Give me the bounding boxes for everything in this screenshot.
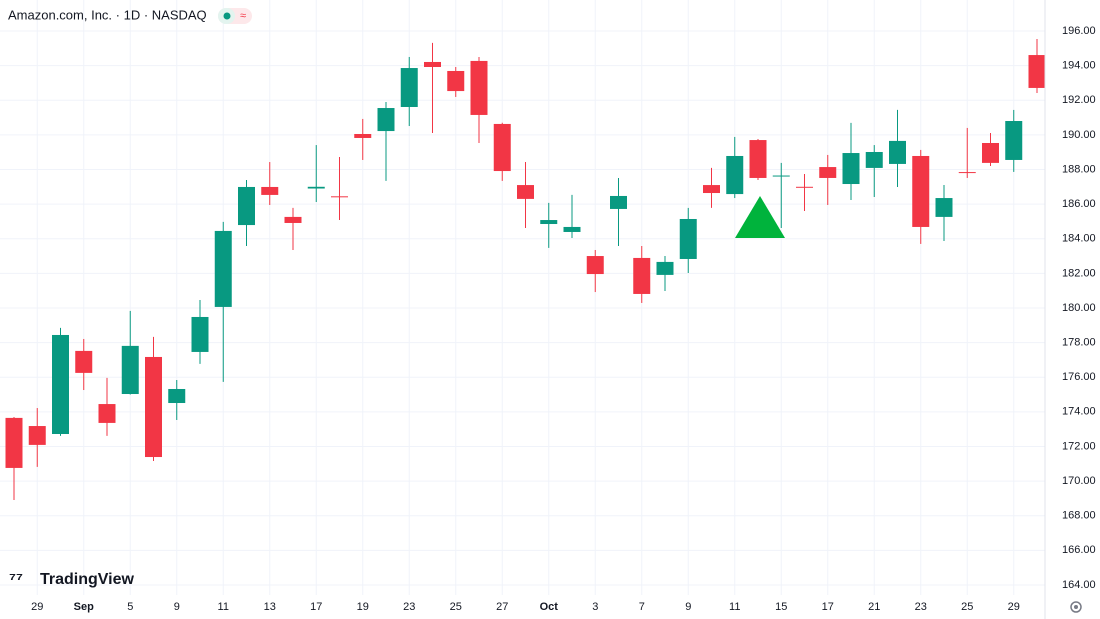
candle-body: [75, 350, 93, 373]
y-tick-label: 170.00: [1062, 475, 1096, 487]
y-tick-label: 168.00: [1062, 510, 1096, 522]
x-tick-label: 29: [31, 601, 43, 613]
x-tick-label: 9: [174, 601, 180, 613]
candle-body: [749, 140, 767, 178]
candle-body: [261, 186, 279, 195]
candle-body: [772, 175, 790, 177]
chart-title: Amazon.com, Inc. · 1D · NASDAQ: [8, 7, 207, 22]
y-tick-label: 190.00: [1062, 129, 1096, 141]
candle-body: [610, 195, 627, 209]
status-dot: [223, 12, 231, 20]
x-tick-label: 3: [592, 601, 598, 613]
candle-body: [284, 216, 302, 223]
x-tick-label: 13: [264, 601, 276, 613]
candle-body: [958, 172, 976, 174]
x-tick-label: 7: [639, 601, 645, 613]
candle-body: [493, 123, 511, 172]
candle-body: [400, 68, 418, 107]
candle-body: [656, 261, 674, 275]
candle-body: [935, 198, 953, 217]
x-tick-label: 17: [310, 601, 322, 613]
candle-body: [563, 226, 581, 232]
candles: [5, 38, 1046, 500]
candle-body: [331, 196, 348, 198]
x-tick-label: 21: [868, 601, 880, 613]
y-tick-label: 172.00: [1062, 440, 1096, 452]
candle-body: [633, 257, 651, 294]
x-tick-label: 11: [218, 601, 229, 613]
y-tick-label: 176.00: [1062, 371, 1096, 383]
candle-body: [1005, 121, 1023, 160]
candle-body: [540, 220, 558, 225]
candle-body: [819, 167, 837, 178]
candle-body: [424, 61, 441, 67]
x-tick-label: 23: [915, 601, 927, 613]
y-tick-label: 186.00: [1062, 198, 1096, 210]
candle-body: [470, 60, 488, 115]
x-tick-label: 27: [496, 601, 508, 613]
candle-body: [726, 155, 744, 195]
candle-body: [145, 356, 162, 458]
x-tick-label: 5: [127, 601, 133, 613]
x-tick-label: 25: [961, 601, 973, 613]
candle-body: [52, 334, 69, 435]
candle-body: [796, 186, 813, 188]
candle-body: [517, 185, 534, 199]
candle-body: [5, 417, 23, 468]
candle-body: [238, 186, 255, 226]
y-tick-label: 180.00: [1062, 302, 1096, 314]
settings-icon[interactable]: [1070, 601, 1082, 613]
candle-body: [354, 133, 372, 138]
y-tick-label: 174.00: [1062, 406, 1096, 418]
status-badge: ≈: [240, 10, 246, 22]
x-tick-label: 17: [822, 601, 834, 613]
grid: [0, 0, 1045, 595]
y-tick-label: 194.00: [1062, 60, 1096, 72]
y-tick-label: 166.00: [1062, 544, 1096, 556]
x-tick-label: 25: [450, 601, 462, 613]
candle-body: [865, 151, 883, 168]
x-tick-label: 11: [729, 601, 740, 613]
candle-body: [377, 108, 395, 132]
x-tick-label: 15: [775, 601, 787, 613]
candle-body: [586, 256, 604, 275]
x-tick-label: Oct: [540, 601, 559, 613]
candle-body: [214, 230, 232, 307]
candle-body: [679, 218, 697, 259]
logo: ⁷⁷: [9, 569, 23, 588]
x-tick-label: 9: [685, 601, 691, 613]
x-tick-label: 19: [357, 601, 369, 613]
watermark: TradingView: [40, 571, 135, 588]
candle-body: [191, 316, 209, 352]
y-tick-label: 178.00: [1062, 337, 1096, 349]
candle-body: [98, 404, 116, 423]
candle-body: [912, 155, 930, 227]
y-tick-label: 184.00: [1062, 233, 1096, 245]
x-tick-label: 23: [403, 601, 415, 613]
candle-body: [842, 153, 860, 185]
y-tick-label: 164.00: [1062, 579, 1096, 591]
candle-body: [28, 426, 46, 445]
x-tick-label: Sep: [74, 601, 94, 613]
candle-body: [703, 185, 720, 194]
candle-body: [121, 345, 139, 395]
signal-marker: [735, 196, 785, 238]
candle-body: [447, 70, 465, 92]
candle-body: [1028, 55, 1046, 88]
y-tick-label: 196.00: [1062, 25, 1096, 37]
y-tick-label: 192.00: [1062, 94, 1096, 106]
candle-body: [168, 388, 186, 404]
candle-body: [307, 186, 325, 189]
x-tick-label: 29: [1008, 601, 1020, 613]
candle-body: [982, 142, 999, 163]
candle-body: [889, 140, 906, 164]
y-tick-label: 182.00: [1062, 267, 1096, 279]
logo-mark: ⁷⁷: [9, 569, 23, 588]
y-tick-label: 188.00: [1062, 163, 1096, 175]
